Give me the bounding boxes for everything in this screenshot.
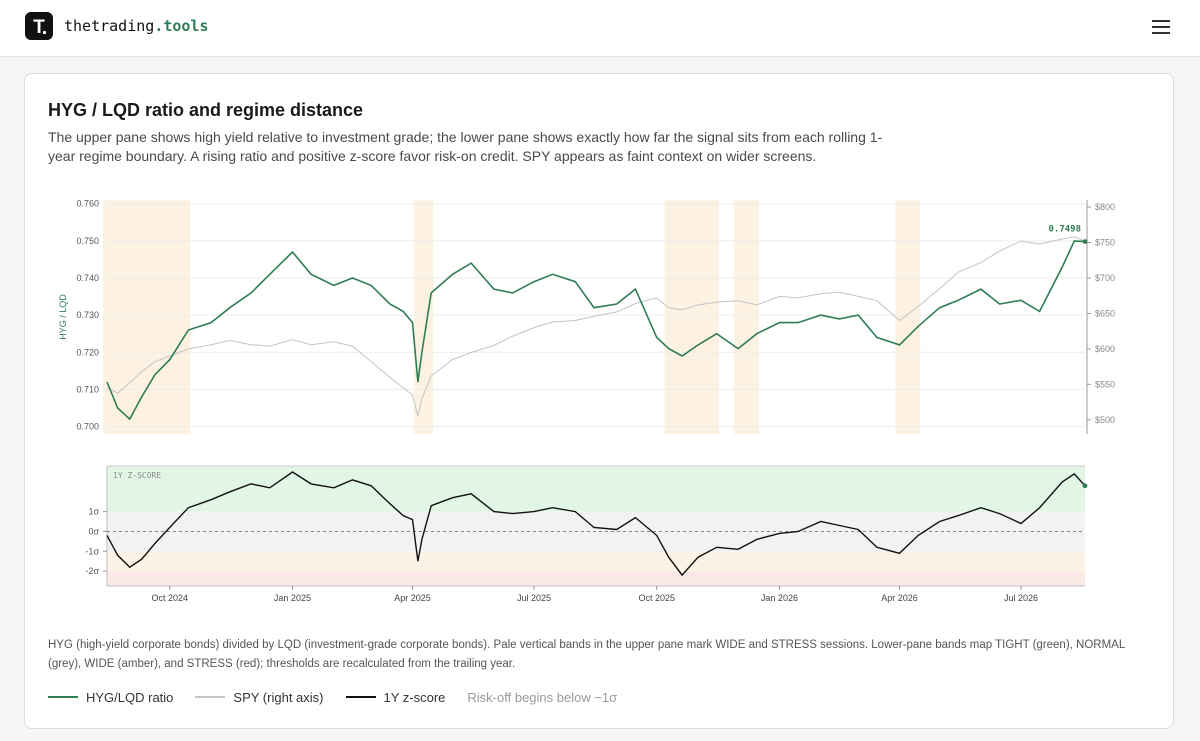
x-tick-label: Jul 2026 (1004, 593, 1038, 603)
lower-y-tick-label: -2σ (85, 566, 99, 576)
session-band (734, 200, 759, 434)
zscore-pane-title: 1Y Z-SCORE (113, 471, 161, 480)
session-band (165, 200, 191, 434)
x-tick-label: Apr 2025 (394, 593, 431, 603)
upper-y-tick-label: 0.700 (76, 422, 99, 432)
legend-item-spy[interactable]: SPY (right axis) (195, 689, 324, 705)
upper-y2-tick-label: $600 (1095, 344, 1115, 354)
regime-band-stress (107, 571, 1085, 586)
upper-y2-tick-label: $750 (1095, 238, 1115, 248)
legend-swatch-ratio (48, 696, 78, 698)
upper-y-tick-label: 0.750 (76, 236, 99, 246)
upper-y-tick-label: 0.760 (76, 199, 99, 209)
upper-y-tick-label: 0.740 (76, 273, 99, 283)
legend-label-ratio: HYG/LQD ratio (86, 689, 174, 705)
zscore-series-line (106, 471, 1086, 577)
chart-footnote: HYG (high-yield corporate bonds) divided… (48, 639, 1125, 670)
chart-title: HYG / LQD ratio and regime distance (48, 100, 364, 120)
legend-swatch-spy (195, 696, 226, 698)
upper-gridlines (107, 203, 1085, 428)
x-tick-label: Apr 2026 (881, 593, 918, 603)
lower-y-tick-label: -1σ (85, 546, 99, 556)
regime-band-wide (107, 551, 1085, 572)
legend-label-zscore: 1Y z-score (383, 689, 446, 705)
upper-y-tick-label: 0.710 (76, 384, 99, 394)
session-bands (103, 200, 921, 434)
hamburger-icon[interactable] (1148, 14, 1174, 40)
upper-y2-tick-label: $500 (1095, 415, 1115, 425)
upper-y-tick-label: 0.730 (76, 310, 99, 320)
session-band (417, 200, 434, 434)
x-tick-label: Oct 2024 (151, 593, 188, 603)
ratio-series-line (106, 240, 1086, 421)
chart-card: HYG / LQD ratio and regime distance The … (24, 73, 1174, 729)
brand-tld: .tools (154, 17, 209, 35)
legend-label-spy: SPY (right axis) (233, 689, 324, 705)
chart-description: The upper pane shows high yield relative… (48, 129, 883, 164)
upper-y2-tick-label: $650 (1095, 308, 1115, 318)
ratio-last-point (1082, 239, 1088, 245)
upper-y2-tick-label: $800 (1095, 202, 1115, 212)
legend-item-zscore[interactable]: 1Y z-score (345, 689, 446, 705)
legend-note: Risk-off begins below −1σ (467, 689, 618, 705)
top-bar: T thetrading.tools (0, 0, 1200, 57)
lower-y-axis: 1σ 0σ -1σ -2σ (85, 507, 107, 576)
x-tick-label: Oct 2025 (638, 593, 675, 603)
legend-item-ratio[interactable]: HYG/LQD ratio (48, 690, 173, 705)
chart-area[interactable]: 0.760 0.750 0.740 0.730 0.720 0.710 0.700 $800… (25, 74, 1173, 614)
logo-t-icon[interactable]: T (25, 12, 53, 40)
regime-band-tight (107, 466, 1085, 512)
brand-main: thetrading (64, 17, 155, 35)
session-band (694, 200, 719, 434)
upper-y2-tick-label: $700 (1095, 273, 1115, 283)
x-tick-label: Jan 2026 (761, 593, 798, 603)
x-tick-label: Jan 2025 (274, 593, 311, 603)
ratio-last-value: 0.7498 (1048, 225, 1081, 235)
upper-right-axis: $800 $750 $700 $650 $600 $550 $500 (1087, 202, 1115, 425)
upper-y-axis-label: HYG / LQD (58, 294, 68, 340)
lower-y-tick-label: 1σ (88, 507, 99, 517)
chart-legend: HYG/LQD ratio SPY (right axis) 1Y z-scor… (48, 688, 617, 706)
upper-y-tick-label: 0.720 (76, 347, 99, 357)
legend-swatch-zscore (345, 696, 376, 698)
upper-left-axis: 0.760 0.750 0.740 0.730 0.720 0.710 0.700 (76, 199, 99, 432)
x-axis: Oct 2024 Jan 2025 Apr 2025 Jul 2025 Oct 2025… (151, 586, 1038, 603)
brand-name[interactable]: thetrading.tools (64, 17, 209, 35)
session-band (895, 200, 921, 434)
zscore-last-point (1082, 483, 1088, 489)
logo-letter: T (33, 17, 45, 38)
lower-y-tick-label: 0σ (88, 526, 99, 536)
x-tick-label: Jul 2025 (517, 593, 551, 603)
upper-y2-tick-label: $550 (1095, 379, 1115, 389)
spy-series-line (106, 236, 1086, 417)
